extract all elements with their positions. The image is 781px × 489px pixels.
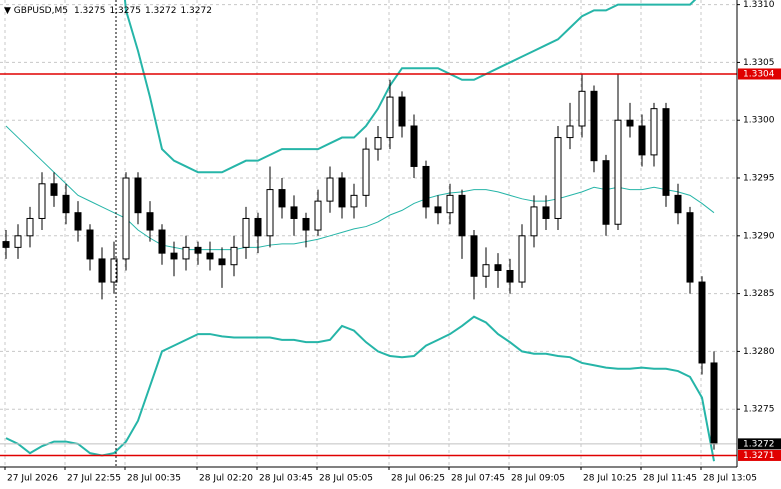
candle-body xyxy=(326,177,334,202)
plot xyxy=(0,0,737,462)
candle-body xyxy=(194,246,202,254)
bid-label: 1.3272 xyxy=(743,439,775,449)
price-label: 1.3304 xyxy=(743,69,775,79)
candle-body xyxy=(590,90,598,162)
candle-body xyxy=(122,177,130,260)
candle-body xyxy=(422,165,430,208)
header-value: 1.3275 xyxy=(109,6,141,16)
price-label-bg xyxy=(738,68,781,80)
header-value: 1.3275 xyxy=(74,6,106,16)
x-tick-label: 28 Jul 00:35 xyxy=(127,474,181,484)
candle-body xyxy=(218,258,226,266)
candle-body xyxy=(182,246,190,260)
candle-body xyxy=(38,183,46,219)
candle-body xyxy=(242,217,250,248)
candle-body xyxy=(446,194,454,214)
x-tick-label: 28 Jul 09:05 xyxy=(511,474,565,484)
candle-body xyxy=(146,212,154,231)
candle-body xyxy=(506,269,514,283)
candle-body xyxy=(650,108,658,156)
candle-body xyxy=(662,108,670,196)
candle-body xyxy=(458,194,466,237)
price-label: 1.3271 xyxy=(743,451,775,461)
candle-body xyxy=(374,137,382,150)
y-tick-label: 1.3290 xyxy=(743,231,775,241)
candle-body xyxy=(530,206,538,237)
x-tick-label: 28 Jul 06:25 xyxy=(391,474,445,484)
candle-body xyxy=(638,125,646,156)
candle-body xyxy=(110,258,118,283)
candle-body xyxy=(50,183,58,196)
candle-body xyxy=(278,189,286,208)
candle-body xyxy=(542,206,550,219)
candle-body xyxy=(686,212,694,283)
y-tick-label: 1.3280 xyxy=(743,347,775,357)
bid-label-bg xyxy=(738,438,781,450)
candle-body xyxy=(14,235,22,248)
candle-body xyxy=(62,194,70,214)
x-tick-label: 28 Jul 03:45 xyxy=(259,474,313,484)
y-tick-label: 1.3285 xyxy=(743,289,775,299)
axes: 1.3310 1.3305 1.3300 1.3295 1.3290 1.3285 1.32… xyxy=(4,0,781,484)
candle-body xyxy=(602,160,610,225)
candle-body xyxy=(338,177,346,208)
candle-body xyxy=(314,200,322,231)
candle-body xyxy=(158,229,166,254)
y-tick-label: 1.3305 xyxy=(743,58,775,68)
candle-body xyxy=(2,241,10,248)
candle-body xyxy=(710,362,718,445)
candle-body xyxy=(554,137,562,219)
candle-body xyxy=(386,96,394,139)
candle-body xyxy=(434,206,442,214)
x-tick-label: 27 Jul 22:55 xyxy=(67,474,121,484)
candle-body xyxy=(578,90,586,127)
symbol: GBPUSD,M5 xyxy=(14,6,68,16)
candle-body xyxy=(266,189,274,237)
x-tick-label: 27 Jul 2026 xyxy=(7,474,58,484)
x-tick-label: 28 Jul 02:20 xyxy=(199,474,253,484)
header: ▼ GBPUSD,M5 1.3275 1.3275 1.3272 1.3272 xyxy=(4,6,212,16)
bollinger-band xyxy=(123,0,697,174)
candle-body xyxy=(398,96,406,127)
x-tick-label: 28 Jul 11:45 xyxy=(643,474,697,484)
candle-body xyxy=(614,119,622,225)
y-tick-label: 1.3275 xyxy=(743,405,775,415)
candle-body xyxy=(206,252,214,260)
x-tick-label: 28 Jul 05:05 xyxy=(319,474,373,484)
candle-body xyxy=(170,252,178,260)
y-tick-label: 1.3295 xyxy=(743,174,775,184)
candle-body xyxy=(518,235,526,283)
header-value: 1.3272 xyxy=(180,6,212,16)
candle-body xyxy=(674,194,682,214)
candle-body xyxy=(74,212,82,231)
x-tick-label: 28 Jul 07:45 xyxy=(451,474,505,484)
candle-body xyxy=(410,125,418,167)
candle-body xyxy=(566,125,574,139)
y-tick-label: 1.3300 xyxy=(743,116,775,126)
candle-body xyxy=(230,246,238,266)
y-tick-label: 1.3310 xyxy=(743,0,775,10)
candle-body xyxy=(302,217,310,231)
candle-body xyxy=(98,258,106,283)
price-label-bg xyxy=(738,449,781,461)
x-tick-label: 28 Jul 10:25 xyxy=(583,474,637,484)
candle-body xyxy=(482,264,490,277)
candle-body xyxy=(86,229,94,260)
candle-body xyxy=(470,235,478,277)
candle-body xyxy=(350,194,358,208)
candle-body xyxy=(626,119,634,127)
header-value: 1.3272 xyxy=(145,6,177,16)
menu-arrow[interactable]: ▼ xyxy=(4,6,14,16)
candle-body xyxy=(290,206,298,219)
candle-body xyxy=(26,217,34,237)
candle-body xyxy=(698,281,706,364)
candle-body xyxy=(134,177,142,214)
candle-body xyxy=(254,217,262,237)
candle-body xyxy=(362,148,370,196)
candle-body xyxy=(494,264,502,271)
x-tick-label: 28 Jul 13:05 xyxy=(703,474,757,484)
